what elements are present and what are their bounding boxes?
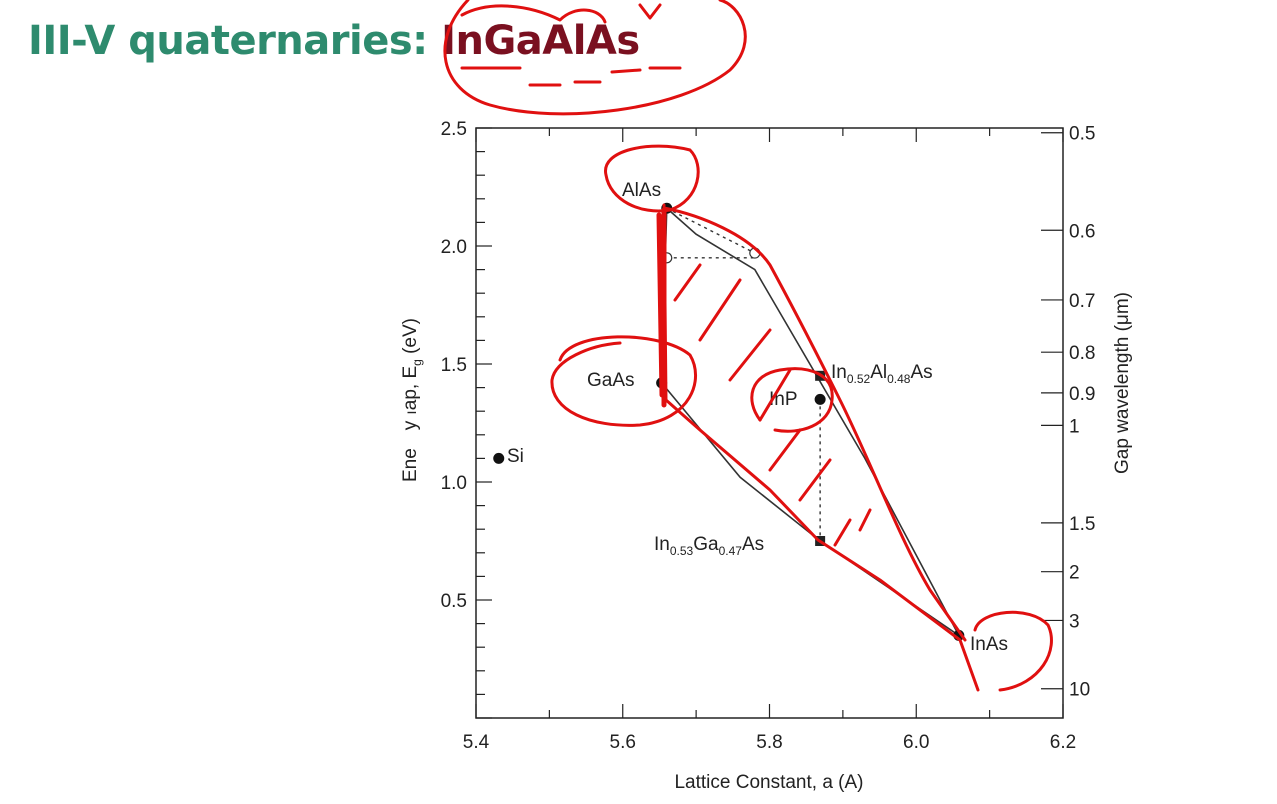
y-tick-label: 1.0 <box>441 473 467 494</box>
title-scribble-annotation <box>460 3 662 24</box>
red-annotations <box>443 0 1053 692</box>
y-axis-title: Eneyıap, Eg (eV) <box>400 318 424 482</box>
y2-tick-label: 1 <box>1069 416 1080 437</box>
alas-gaas-thick-annotation <box>656 207 667 408</box>
y2-tick-label: 0.8 <box>1069 343 1095 364</box>
label-inalas: In0.52Al0.48As <box>831 362 933 386</box>
y2-axis-title: Gap wavelength (μm) <box>1112 292 1133 474</box>
y2-tick-label: 0.7 <box>1069 291 1095 312</box>
data-points <box>493 202 965 641</box>
title-prefix: III-V quaternaries: <box>28 18 442 64</box>
title-highlight: InGaAlAs <box>441 18 640 64</box>
inp-circle-annotation <box>750 367 834 433</box>
gaas-circle-annotation <box>550 335 698 427</box>
series-lines <box>660 207 960 637</box>
y2-tick-label: 0.5 <box>1069 124 1095 145</box>
line-alas-inas <box>666 207 960 636</box>
alas-circle-annotation <box>604 144 700 213</box>
y-tick-label: 0.5 <box>441 591 467 612</box>
inas-circle-annotation <box>973 610 1053 692</box>
region-hatch-annotation <box>673 263 872 547</box>
point-si <box>493 452 505 464</box>
region-outline-annotation <box>662 203 980 692</box>
y-tick-label: 2.5 <box>441 119 467 140</box>
y-tick-label: 2.0 <box>441 237 467 258</box>
label-si: Si <box>507 446 524 467</box>
line-gaas-inas <box>661 382 960 637</box>
dashed-line <box>666 207 756 254</box>
tick-marks <box>475 127 1064 719</box>
x-tick-label: 6.0 <box>903 732 929 753</box>
y2-tick-label: 3 <box>1069 611 1080 632</box>
y2-tick-label: 2 <box>1069 563 1080 584</box>
label-gaas: GaAs <box>587 370 635 391</box>
label-ingaas: In0.53Ga0.47As <box>654 534 764 558</box>
x-axis-title: Lattice Constant, a (A) <box>674 772 863 793</box>
y-tick-label: 1.5 <box>441 355 467 376</box>
y2-tick-label: 1.5 <box>1069 514 1095 535</box>
y2-tick-label: 0.6 <box>1069 221 1095 242</box>
x-tick-label: 5.4 <box>463 732 490 753</box>
label-alas: AlAs <box>622 180 661 201</box>
title-circle-annotation <box>443 0 747 116</box>
label-inas: InAs <box>970 634 1008 655</box>
slide-title: III-V quaternaries: InGaAlAs <box>28 18 640 64</box>
title-underline-annotation <box>460 66 682 87</box>
x-tick-label: 5.6 <box>610 732 636 753</box>
y2-tick-label: 10 <box>1069 680 1090 701</box>
point-inp <box>814 393 826 405</box>
y2-tick-label: 0.9 <box>1069 384 1095 405</box>
tick-labels: 0.5 1.0 1.5 2.0 2.5 5.4 5.6 5.8 6.0 6.2 0.5 0.6 0.7 0… <box>441 119 1096 753</box>
x-tick-label: 6.2 <box>1050 732 1076 753</box>
x-tick-label: 5.8 <box>756 732 782 753</box>
